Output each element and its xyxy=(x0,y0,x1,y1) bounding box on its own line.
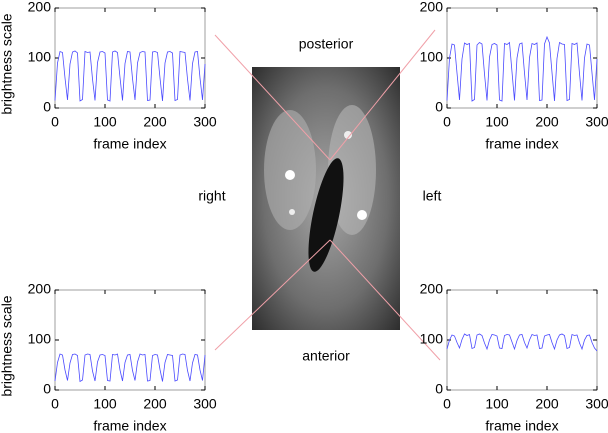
series-line xyxy=(54,50,206,102)
x-tick-label: 0 xyxy=(443,396,451,412)
x-tick-label: 200 xyxy=(143,114,167,130)
x-tick-label: 300 xyxy=(193,114,217,130)
x-tick-label: 300 xyxy=(585,396,608,412)
label-left: left xyxy=(423,188,442,204)
x-tick-label: 200 xyxy=(535,396,559,412)
x-tick-label: 0 xyxy=(51,114,59,130)
x-axis-label: frame index xyxy=(485,136,558,152)
y-tick-label: 200 xyxy=(420,281,444,297)
y-tick-label: 100 xyxy=(28,331,52,347)
y-tick-label: 100 xyxy=(420,331,444,347)
x-tick-label: 200 xyxy=(535,114,559,130)
series-line xyxy=(446,35,598,102)
y-tick-label: 0 xyxy=(435,381,443,397)
larynx-image xyxy=(252,67,400,330)
x-tick-label: 200 xyxy=(143,396,167,412)
label-anterior: anterior xyxy=(302,348,350,364)
x-tick-label: 100 xyxy=(485,114,509,130)
y-tick-label: 200 xyxy=(28,281,52,297)
y-tick-label: 0 xyxy=(435,99,443,115)
x-axis-label: frame index xyxy=(485,418,558,433)
x-tick-label: 100 xyxy=(93,396,117,412)
y-tick-label: 100 xyxy=(28,49,52,65)
x-axis-label: frame index xyxy=(93,418,166,433)
y-tick-label: 200 xyxy=(420,0,444,15)
y-axis-label: brightness scale xyxy=(0,295,15,396)
y-tick-label: 200 xyxy=(28,0,52,15)
guide-lines xyxy=(214,29,441,361)
plot-frame xyxy=(446,289,598,391)
y-tick-label: 0 xyxy=(43,99,51,115)
label-posterior: posterior xyxy=(299,36,354,52)
x-tick-label: 0 xyxy=(51,396,59,412)
series-line xyxy=(54,353,206,383)
y-tick-label: 0 xyxy=(43,381,51,397)
x-tick-label: 100 xyxy=(485,396,509,412)
y-tick-label: 100 xyxy=(420,49,444,65)
x-tick-label: 300 xyxy=(585,114,608,130)
label-right: right xyxy=(198,188,225,204)
plot-frame xyxy=(54,289,206,391)
y-axis-label: brightness scale xyxy=(0,13,15,114)
x-tick-label: 300 xyxy=(193,396,217,412)
series-line xyxy=(446,333,598,352)
x-axis-label: frame index xyxy=(93,136,166,152)
plot-frame xyxy=(446,7,598,109)
x-tick-label: 100 xyxy=(93,114,117,130)
x-tick-label: 0 xyxy=(443,114,451,130)
